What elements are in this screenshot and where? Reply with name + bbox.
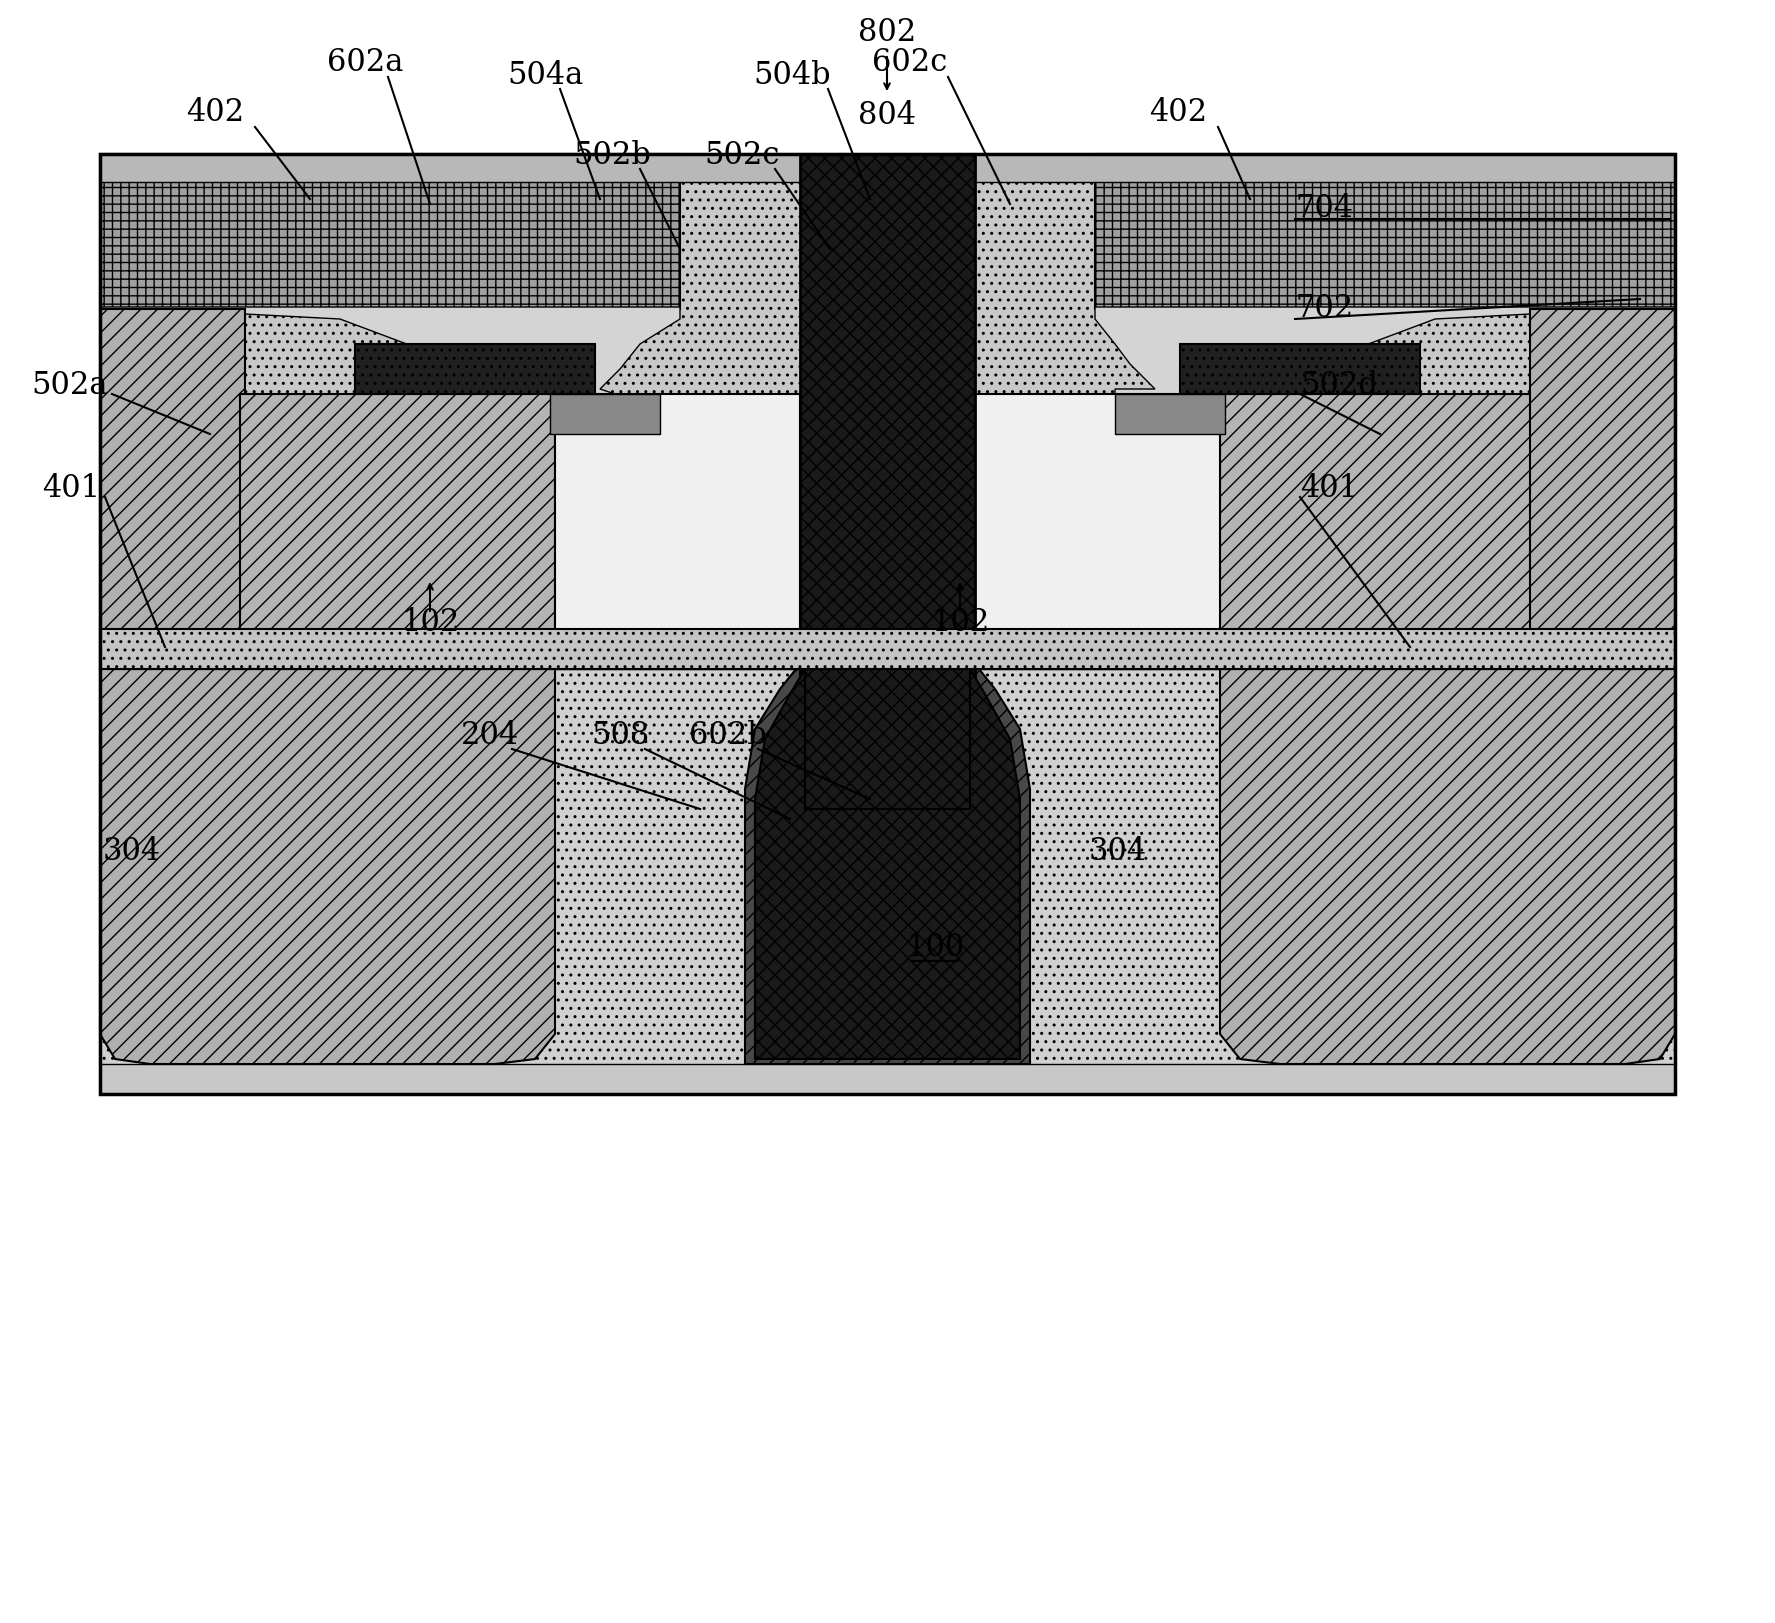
Bar: [99, 310, 245, 670]
Bar: [974, 394, 1219, 670]
Bar: [240, 394, 556, 670]
Text: 401: 401: [1299, 472, 1358, 503]
Text: 401: 401: [43, 472, 99, 503]
Bar: [801, 154, 974, 810]
Bar: [1530, 310, 1676, 670]
Bar: [99, 154, 1676, 1094]
Text: 402: 402: [186, 96, 245, 128]
Bar: [99, 154, 1676, 1094]
Bar: [1095, 154, 1676, 310]
Text: 504a: 504a: [508, 60, 584, 91]
Bar: [99, 154, 1676, 1094]
Bar: [99, 154, 1676, 183]
Text: 508: 508: [591, 719, 650, 750]
Polygon shape: [754, 670, 1021, 1060]
Bar: [99, 154, 680, 310]
Bar: [99, 1065, 1676, 1094]
Polygon shape: [99, 308, 680, 435]
Text: 102: 102: [401, 605, 460, 638]
Bar: [355, 344, 595, 394]
Bar: [99, 670, 1676, 1094]
Polygon shape: [99, 670, 556, 1065]
Text: 502a: 502a: [32, 370, 108, 401]
Text: 100: 100: [905, 932, 964, 962]
Text: 602a: 602a: [327, 47, 403, 78]
Polygon shape: [746, 664, 1030, 1065]
Text: 702: 702: [1296, 292, 1353, 323]
Text: 602c: 602c: [872, 47, 948, 78]
Bar: [1180, 344, 1420, 394]
Text: 502b: 502b: [573, 140, 651, 170]
Text: 502d: 502d: [1299, 370, 1377, 401]
Text: 204: 204: [462, 719, 518, 750]
Text: 602b: 602b: [689, 719, 767, 750]
Text: 304: 304: [103, 836, 162, 867]
Text: 504b: 504b: [753, 60, 831, 91]
Text: 102: 102: [930, 605, 989, 638]
Text: 704: 704: [1296, 193, 1353, 224]
Polygon shape: [1219, 670, 1676, 1065]
Bar: [99, 630, 1676, 670]
Text: 802: 802: [857, 16, 916, 47]
Bar: [1219, 394, 1535, 670]
Polygon shape: [1095, 308, 1676, 435]
Bar: [556, 394, 801, 670]
Text: 502c: 502c: [705, 140, 779, 170]
Bar: [550, 394, 660, 435]
Text: 402: 402: [1148, 96, 1207, 128]
Text: 304: 304: [1088, 836, 1147, 867]
Text: 804: 804: [857, 99, 916, 130]
Bar: [1115, 394, 1225, 435]
